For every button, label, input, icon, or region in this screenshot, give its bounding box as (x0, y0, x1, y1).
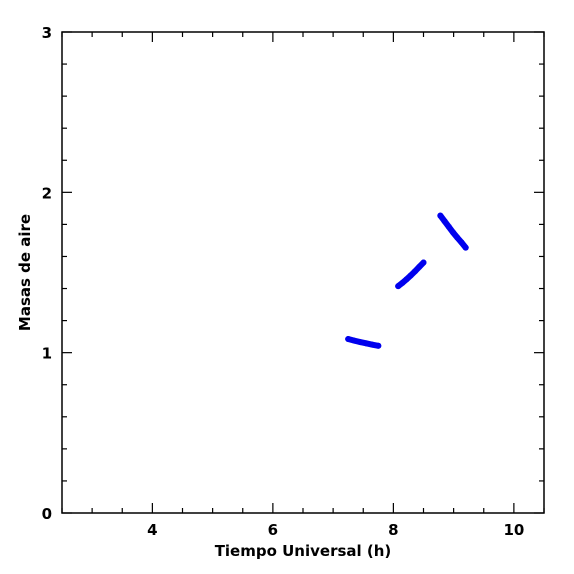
data-point (437, 212, 444, 219)
series-segment-2 (395, 259, 427, 290)
x-tick-label: 10 (503, 521, 524, 539)
data-point (454, 234, 461, 241)
data-point (462, 244, 469, 251)
y-tick-label: 1 (42, 345, 52, 363)
tick-labels: 4 6 8 10 0 1 2 3 (42, 24, 525, 539)
data-point (395, 283, 402, 290)
data-series (345, 212, 469, 349)
data-point (369, 341, 376, 348)
data-point (458, 239, 465, 246)
y-tick-label: 3 (42, 24, 52, 42)
data-point (345, 336, 352, 343)
data-point (363, 340, 370, 347)
x-tick-label: 4 (147, 521, 157, 539)
x-tick-label: 8 (388, 521, 398, 539)
data-point (403, 276, 410, 283)
y-tick-label: 2 (42, 184, 52, 202)
plot-frame (61, 31, 545, 514)
data-point (351, 337, 358, 344)
data-point (416, 263, 423, 270)
series-segment-1 (345, 336, 382, 349)
x-axis-label: Tiempo Universal (h) (215, 542, 392, 560)
data-point (357, 339, 364, 346)
y-tick-label: 0 (42, 505, 52, 523)
data-point (450, 229, 457, 236)
axis-ticks (61, 31, 545, 514)
y-axis-label: Masas de aire (16, 214, 34, 331)
data-point (420, 259, 427, 266)
data-point (399, 279, 406, 286)
data-point (445, 223, 452, 230)
data-point (375, 342, 382, 349)
series-segment-3 (437, 212, 469, 251)
data-point (441, 218, 448, 225)
data-point (412, 268, 419, 275)
x-tick-label: 6 (268, 521, 278, 539)
data-point (407, 272, 414, 279)
